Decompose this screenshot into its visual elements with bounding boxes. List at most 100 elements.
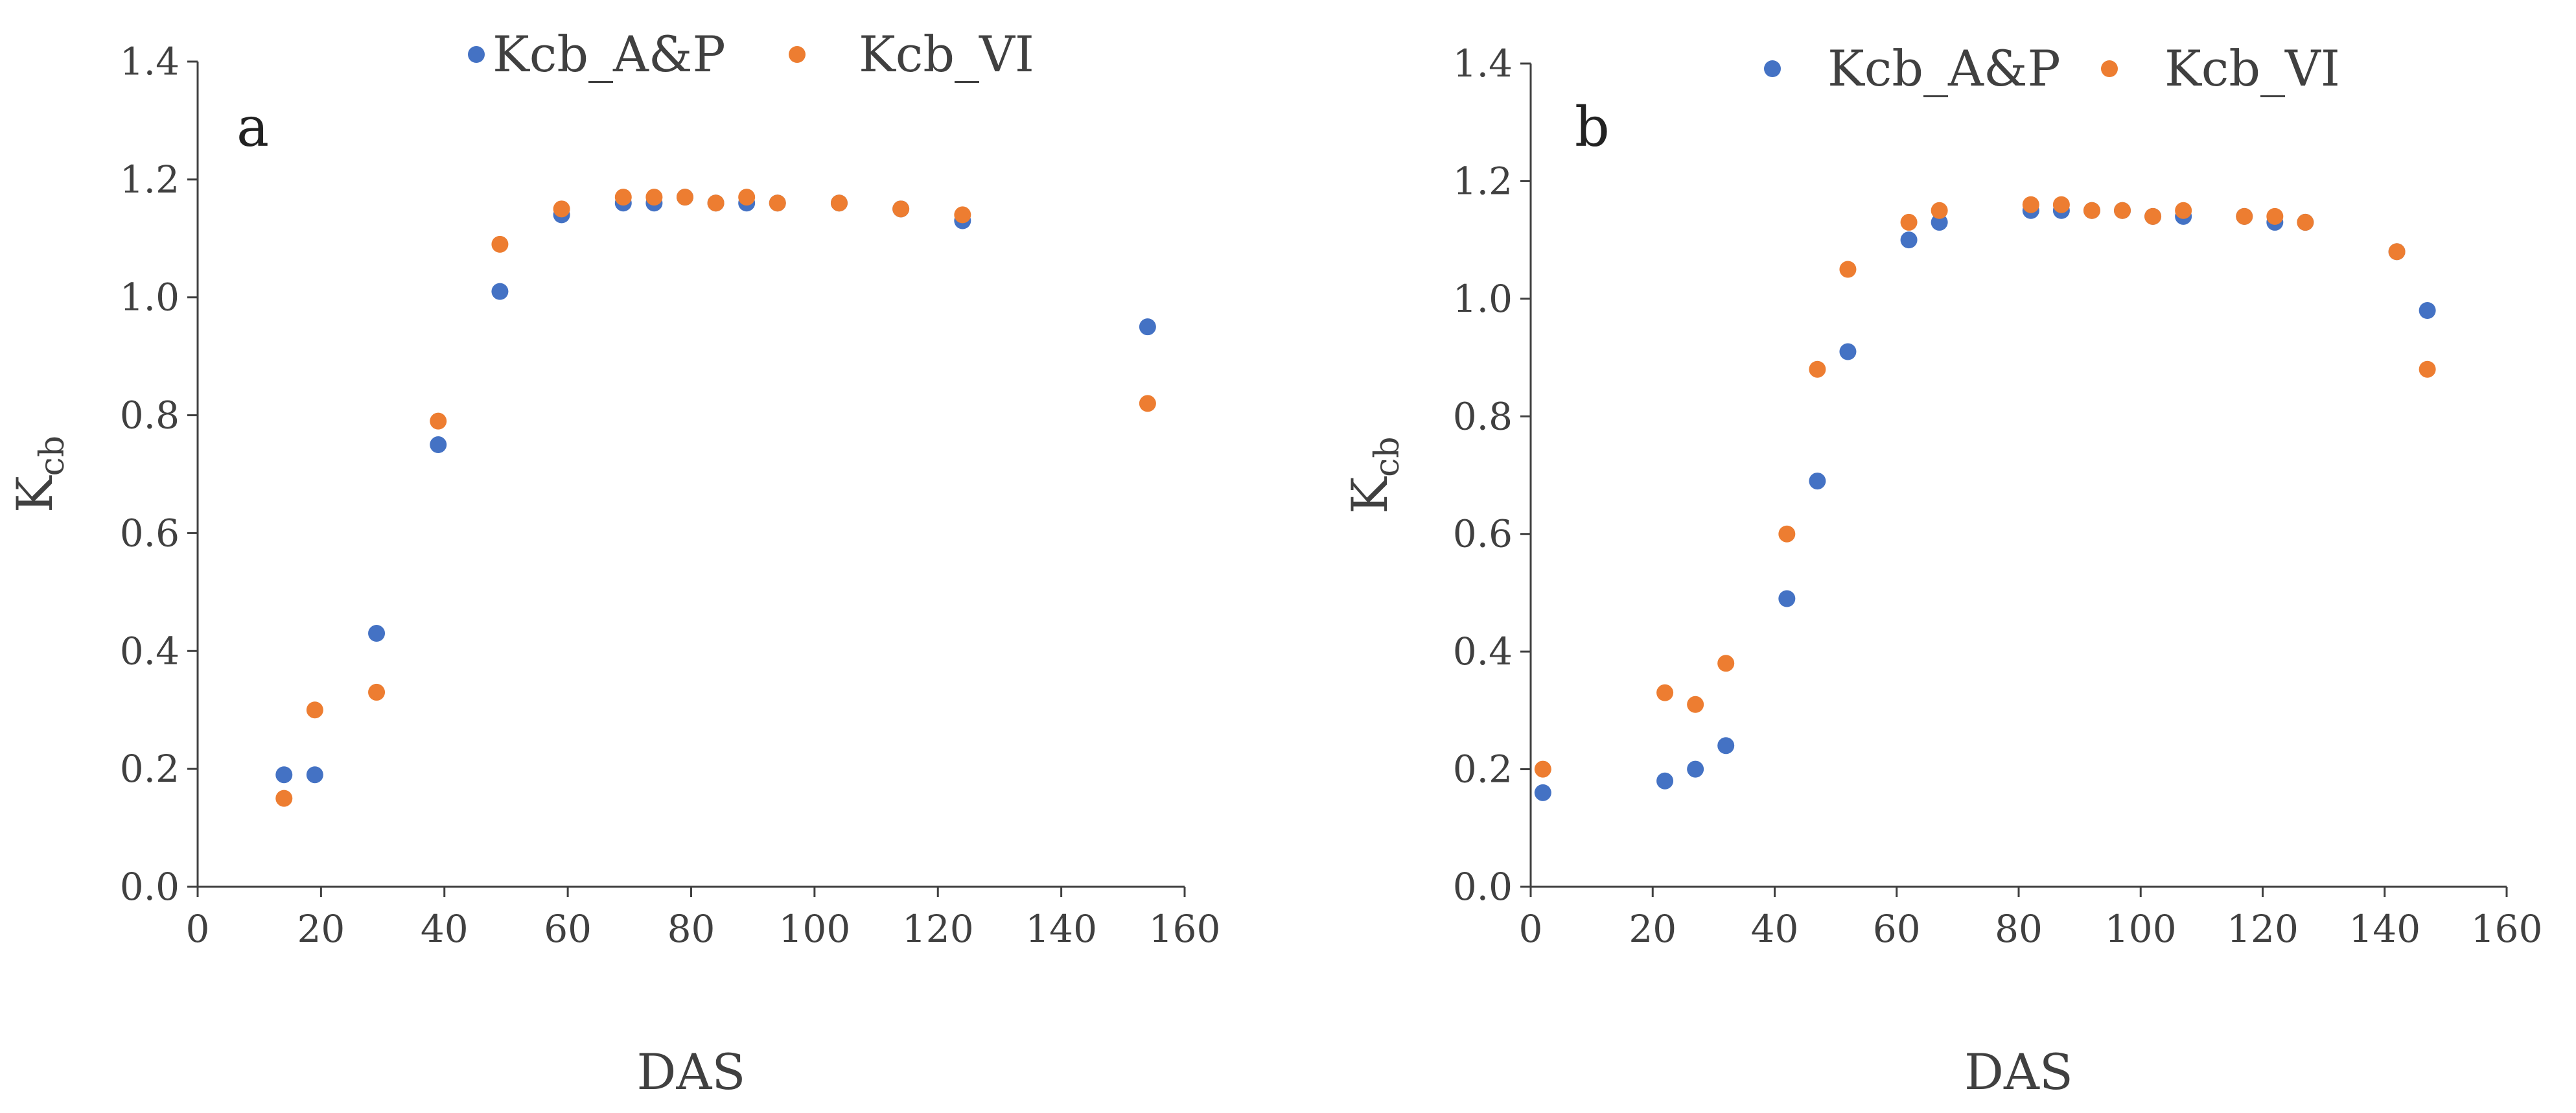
panel-b-y-axis-title-sub: cb [1368, 436, 1407, 476]
panel-b-point-vi [2236, 207, 2253, 225]
panel-a-legend-label-0: Kcb_A&P [493, 25, 726, 83]
panel-a-y-tick-label: 1.2 [120, 158, 180, 202]
panel-b-point-vi [1687, 696, 1704, 713]
panel-b-point-vi [1778, 525, 1796, 543]
panel-a-point-vi [430, 412, 447, 430]
panel-a-y-tick-label: 0.6 [120, 511, 180, 555]
panel-a-point-vi [738, 189, 756, 206]
panel-a-x-tick-label: 100 [779, 907, 851, 951]
panel-b-point-ap [1900, 231, 1918, 249]
panel-a-point-vi [306, 701, 323, 719]
panel-b-point-vi [1717, 655, 1735, 672]
panel-b-y-tick-label: 1.2 [1453, 159, 1513, 203]
panel-a: 0.0 0.2 0.4 0.6 0.8 1.0 1.2 1.4 0 20 40 60 80 100 120 1… [6, 25, 1220, 1101]
panel-b-legend-label-0: Kcb_A&P [1828, 40, 2061, 97]
panel-a-y-tick-label: 0.8 [120, 393, 180, 438]
panel-a-point-vi [707, 194, 725, 212]
panel-a-x-axis-title: DAS [637, 1043, 746, 1101]
panel-b-point-ap [1534, 784, 1551, 801]
panel-b-x-tick-label: 120 [2227, 907, 2299, 951]
panel-a-point-vi [1139, 395, 1156, 412]
panel-b-point-vi [2144, 207, 2162, 225]
panel-b-point-ap [1778, 590, 1796, 607]
panel-a-point-vi [614, 189, 632, 206]
panel-b-point-vi [1900, 213, 1918, 231]
panel-a-point-ap [275, 766, 293, 784]
panel-b-x-tick-label: 80 [1995, 907, 2043, 951]
panel-a-y-axis-title: Kcb [6, 436, 72, 513]
panel-b-legend-marker-1 [2101, 60, 2118, 77]
panel-a-x-tick-label: 0 [186, 907, 210, 951]
panel-a-point-ap [368, 625, 386, 642]
panel-a-legend-marker-0 [468, 46, 485, 63]
panel-a-point-vi [830, 194, 848, 212]
panel-b-point-vi [2022, 196, 2039, 213]
panel-a-point-vi [275, 790, 293, 807]
panel-a-x-tick-label: 60 [544, 907, 592, 951]
panel-b-y-tick-label: 0.2 [1453, 747, 1513, 791]
panel-a-point-ap [491, 283, 509, 300]
panel-b-point-vi [1839, 261, 1857, 278]
panel-b-y-tick-label: 1.0 [1453, 277, 1513, 321]
panel-b-point-vi [2114, 202, 2131, 219]
panel-b-point-vi [2266, 207, 2284, 225]
panel-a-x-tick-label: 20 [297, 907, 345, 951]
panel-a-label: a [237, 95, 269, 159]
panel-b-point-vi [2175, 202, 2192, 219]
panel-b-y-tick-label: 0.8 [1453, 394, 1513, 438]
panel-a-y-tick-label: 1.0 [120, 275, 180, 320]
panel-b-point-vi [2083, 202, 2100, 219]
panel-a-y-tick-label: 0.2 [120, 747, 180, 791]
panel-a-point-ap [306, 766, 323, 784]
panel-a-point-vi [491, 235, 509, 253]
panel-b-x-tick-label: 0 [1519, 907, 1543, 951]
panel-b: 0.0 0.2 0.4 0.6 0.8 1.0 1.2 1.4 0 20 40 60 80 100 120 1… [1341, 40, 2542, 1101]
panel-b-y-axis-title-main: K [1341, 476, 1398, 514]
panel-b-point-vi [2052, 196, 2070, 213]
panel-b-x-tick-label: 60 [1873, 907, 1921, 951]
panel-b-point-ap [1839, 343, 1857, 360]
panel-b-point-vi [2388, 243, 2406, 261]
panel-b-point-ap [1656, 772, 1674, 790]
panel-b-point-ap [1931, 213, 1948, 231]
panel-b-legend-label-1: Kcb_VI [2164, 40, 2340, 97]
panel-a-x-tick-label: 120 [902, 907, 974, 951]
panel-b-point-vi [1809, 360, 1826, 378]
panel-b-x-tick-label: 140 [2349, 907, 2420, 951]
panel-a-y-axis-title-sub: cb [33, 436, 72, 476]
panel-b-x-tick-label: 100 [2105, 907, 2177, 951]
panel-b-y-tick-label: 0.4 [1453, 629, 1513, 674]
panel-a-legend-marker-1 [789, 46, 806, 63]
panel-b-y-tick-label: 1.4 [1453, 41, 1513, 86]
panel-b-x-tick-label: 160 [2471, 907, 2543, 951]
panel-a-y-axis-title-main: K [6, 475, 64, 513]
panel-a-y-tick-label: 0.4 [120, 629, 180, 673]
panel-b-point-ap [1809, 473, 1826, 490]
panel-a-point-vi [553, 200, 570, 218]
panel-b-x-tick-label: 40 [1751, 907, 1799, 951]
panel-b-point-vi [2419, 360, 2436, 378]
panel-b-legend-marker-0 [1764, 60, 1781, 77]
panel-b-label: b [1575, 95, 1610, 159]
panel-b-point-vi [1931, 202, 1948, 219]
panel-b-x-tick-label: 20 [1629, 907, 1677, 951]
panel-b-y-tick-label: 0.0 [1453, 865, 1513, 909]
panel-b-point-ap [1687, 760, 1704, 778]
panel-a-point-vi [954, 206, 971, 224]
panel-a-x-tick-label: 160 [1149, 907, 1221, 951]
panel-b-point-ap [2419, 302, 2436, 319]
panel-b-y-tick-label: 0.6 [1453, 512, 1513, 556]
panel-a-point-vi [676, 189, 693, 206]
panel-b-point-vi [2297, 213, 2314, 231]
panel-a-y-tick-label: 1.4 [120, 40, 180, 84]
panel-b-point-ap [1717, 737, 1735, 755]
panel-a-point-vi [645, 189, 663, 206]
panel-a-point-vi [368, 683, 386, 701]
panel-b-point-vi [1534, 760, 1551, 778]
panel-a-x-tick-label: 140 [1025, 907, 1097, 951]
panel-a-point-vi [769, 194, 786, 212]
panel-a-point-ap [430, 436, 447, 454]
panel-a-point-ap [1139, 318, 1156, 336]
panel-b-point-vi [1656, 684, 1674, 701]
